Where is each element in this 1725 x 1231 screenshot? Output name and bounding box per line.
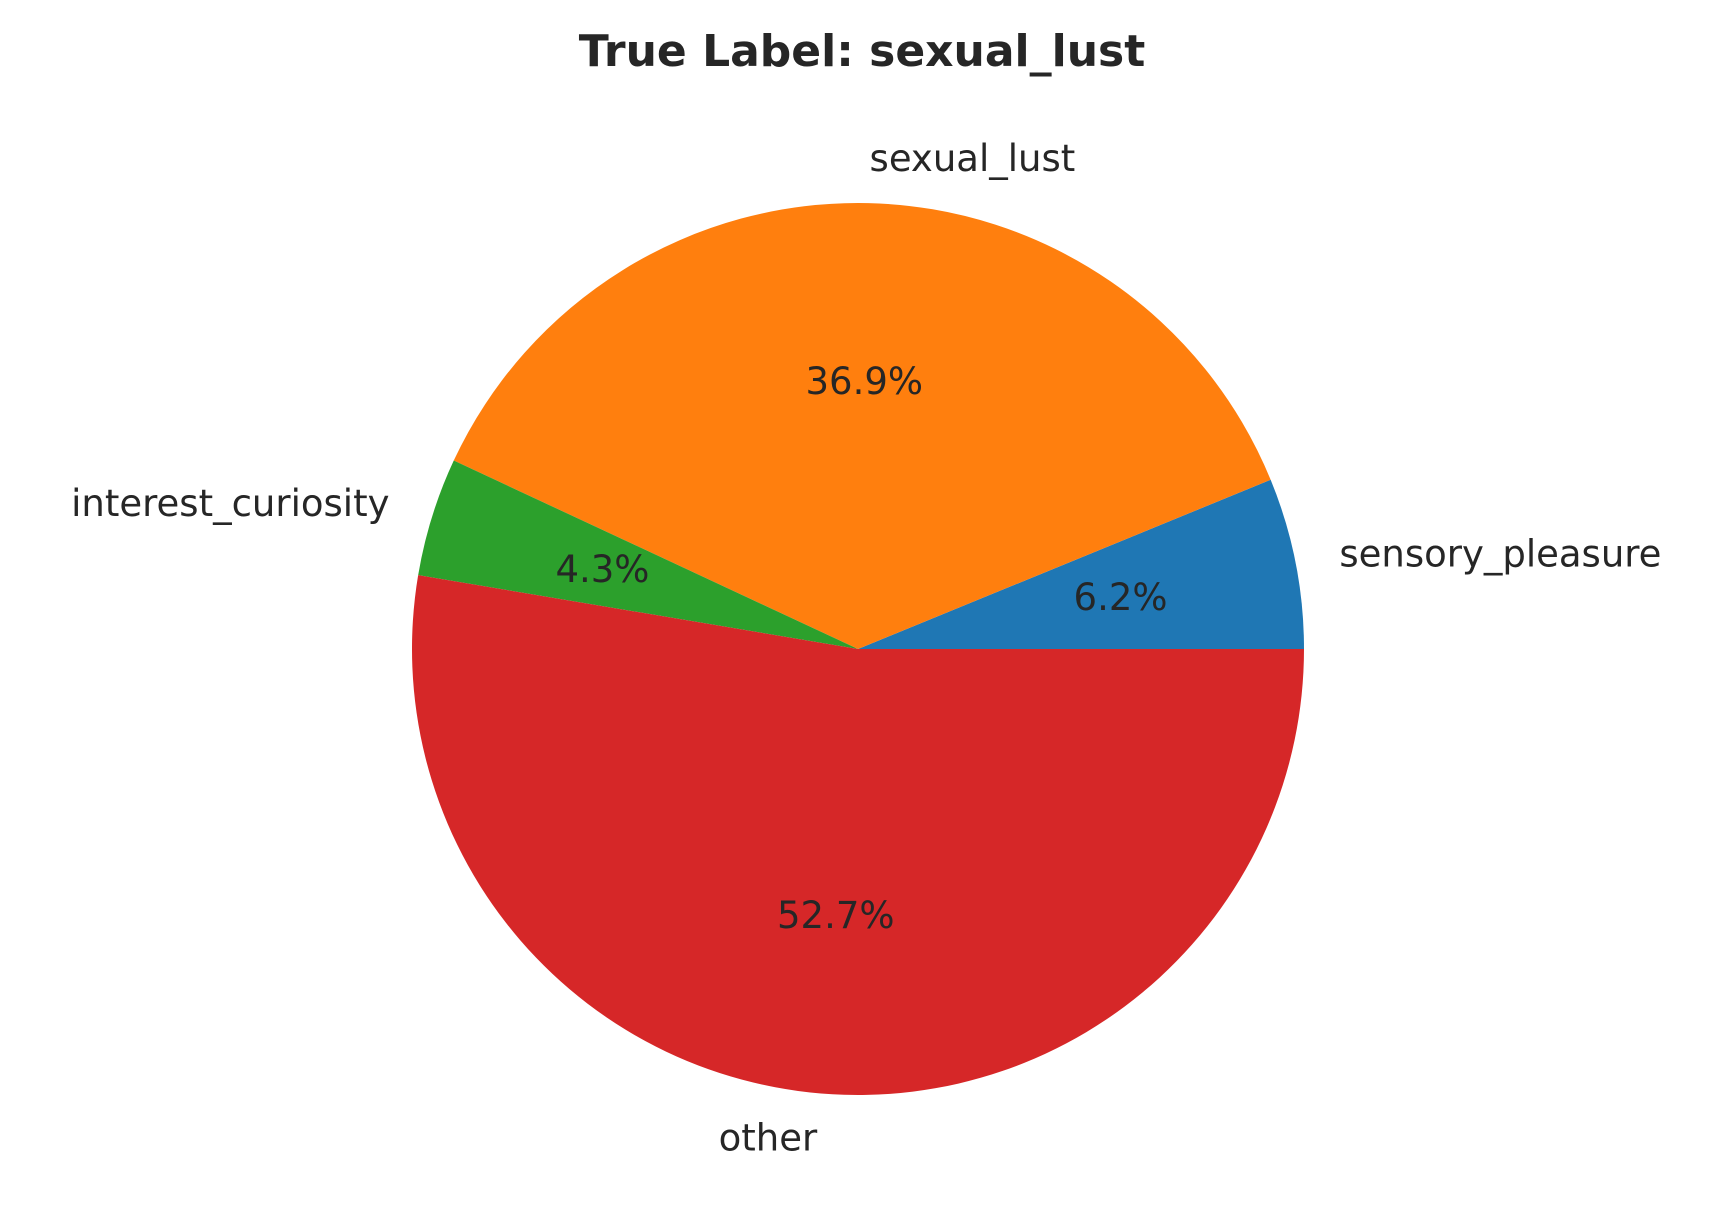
pie-percentages: 6.2% 36.9% 4.3% 52.7%	[555, 360, 1167, 937]
chart-title: True Label: sexual_lust	[579, 26, 1146, 77]
slice-label-sensory-pleasure: sensory_pleasure	[1339, 533, 1661, 576]
slice-label-sexual-lust: sexual_lust	[870, 137, 1076, 180]
pie-slice-sensory-pleasure	[858, 479, 1304, 649]
slice-pct-sexual-lust: 36.9%	[806, 360, 924, 403]
slice-label-other: other	[719, 1116, 818, 1159]
slice-pct-sensory-pleasure: 6.2%	[1074, 576, 1168, 619]
slice-pct-interest-curiosity: 4.3%	[555, 548, 649, 591]
slice-label-interest-curiosity: interest_curiosity	[71, 482, 389, 525]
pie-slices	[412, 202, 1304, 1095]
pie-slice-interest-curiosity	[418, 460, 858, 649]
slice-pct-other: 52.7%	[777, 894, 895, 937]
pie-slice-other	[412, 575, 1304, 1095]
pie-labels: sensory_pleasure sexual_lust interest_curi…	[71, 137, 1661, 1159]
pie-slice-sexual-lust	[453, 202, 1271, 649]
